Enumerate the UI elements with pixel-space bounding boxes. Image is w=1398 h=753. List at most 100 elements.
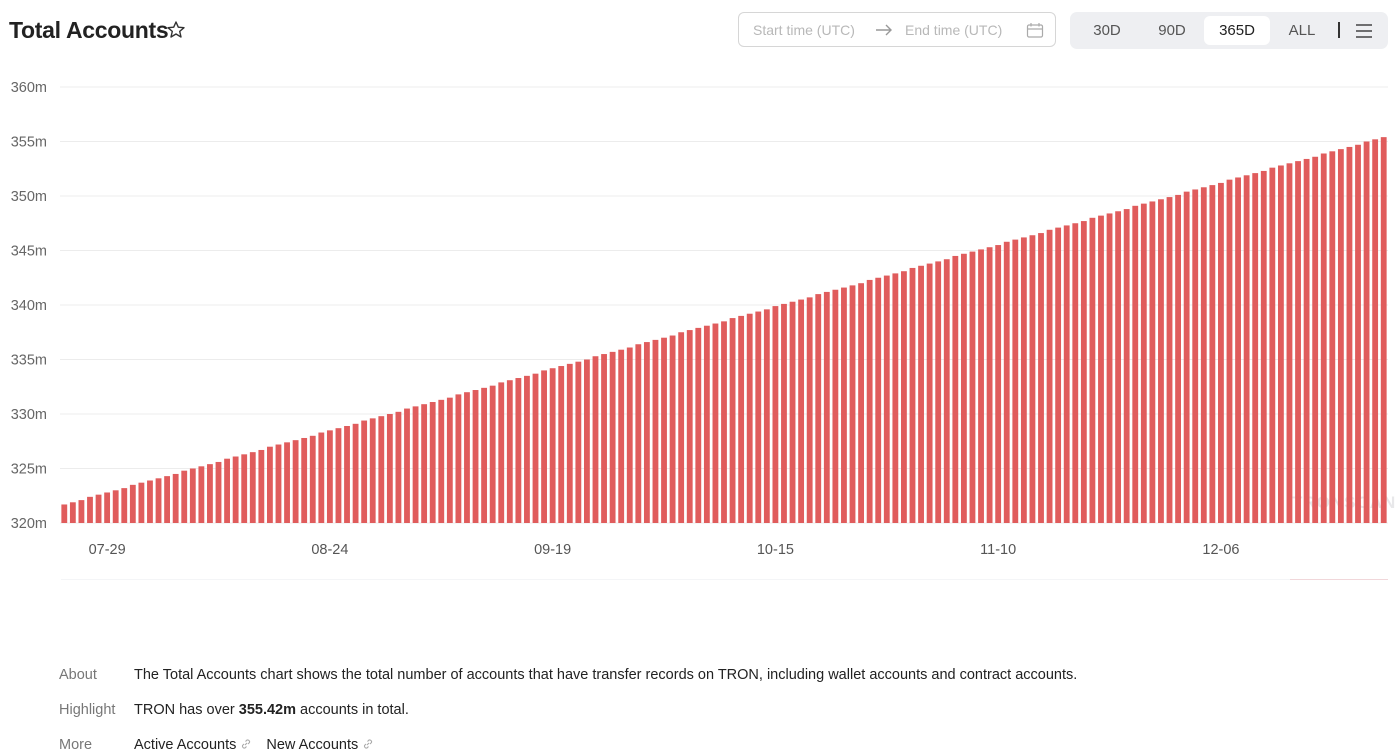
bar — [129, 484, 136, 523]
menu-button[interactable] — [1355, 23, 1373, 39]
range-button[interactable]: 365D — [1204, 16, 1270, 45]
range-button[interactable]: 30D — [1093, 22, 1121, 39]
y-tick-label: 335m — [11, 353, 47, 369]
bar — [1243, 175, 1250, 523]
bar — [1149, 201, 1156, 523]
bar — [995, 245, 1002, 524]
bar — [883, 275, 890, 523]
bar — [181, 470, 188, 523]
range-button[interactable]: 90D — [1158, 22, 1186, 39]
bar — [344, 425, 350, 523]
bar — [464, 392, 470, 523]
bar — [189, 468, 196, 523]
bar — [326, 430, 333, 523]
bar — [309, 435, 316, 523]
about-text: The Total Accounts chart shows the total… — [134, 667, 1078, 683]
bar — [841, 287, 847, 523]
divider — [1338, 22, 1340, 38]
bar — [1140, 203, 1147, 523]
x-tick-label: 09-19 — [534, 542, 571, 558]
bar — [112, 490, 119, 523]
bar — [575, 361, 582, 523]
x-tick-label: 12-06 — [1202, 542, 1239, 558]
bar — [301, 437, 308, 523]
end-time-placeholder[interactable]: End time (UTC) — [905, 22, 1003, 38]
link-icon — [364, 739, 373, 749]
page-title: Total Accounts — [9, 17, 169, 43]
bar — [155, 478, 162, 523]
y-tick-label: 350m — [11, 189, 47, 205]
bar — [172, 473, 179, 523]
bar — [472, 390, 479, 523]
bar — [215, 461, 222, 523]
bar — [232, 456, 239, 523]
range-button[interactable]: ALL — [1288, 22, 1316, 39]
bar — [1123, 209, 1130, 523]
bar — [566, 363, 573, 523]
bar — [1029, 235, 1036, 524]
bar — [1158, 199, 1164, 523]
bar — [626, 347, 633, 523]
bar — [695, 327, 702, 523]
y-tick-label: 355m — [11, 135, 47, 151]
bar — [943, 259, 950, 523]
bar — [549, 368, 556, 523]
bar — [772, 306, 779, 523]
bar — [1192, 189, 1199, 523]
bar — [1175, 194, 1182, 523]
bar — [429, 402, 436, 523]
bar — [686, 330, 693, 523]
bar — [763, 309, 770, 523]
bar — [823, 291, 830, 523]
bar — [1380, 137, 1387, 523]
bar — [147, 480, 153, 523]
x-tick-label: 11-10 — [980, 542, 1016, 558]
bar — [506, 380, 513, 523]
bar — [978, 249, 984, 523]
bar — [198, 466, 205, 523]
start-time-placeholder[interactable]: Start time (UTC) — [753, 22, 855, 38]
bar — [404, 408, 410, 523]
bar — [866, 279, 873, 523]
bar — [446, 397, 453, 523]
slider-selection — [1290, 579, 1388, 580]
favorite-star[interactable] — [166, 20, 186, 40]
bar — [95, 494, 102, 523]
bar — [712, 323, 719, 523]
bar — [138, 482, 145, 523]
bar — [498, 382, 505, 523]
y-tick-label: 345m — [11, 244, 47, 260]
bar — [275, 444, 282, 523]
calendar-icon — [1026, 23, 1044, 38]
bar — [849, 285, 856, 523]
y-tick-label: 360m — [11, 80, 47, 96]
bar — [455, 394, 462, 523]
bar — [1226, 179, 1233, 523]
bar — [789, 301, 796, 523]
bar — [1055, 227, 1062, 524]
date-range-input[interactable]: Start time (UTC) End time (UTC) — [738, 12, 1056, 47]
bar — [609, 351, 616, 523]
bar — [1003, 241, 1010, 523]
bar — [1235, 177, 1241, 523]
bar — [524, 375, 530, 523]
bar — [121, 488, 128, 523]
bar — [378, 416, 385, 523]
bar — [746, 313, 753, 523]
bar — [1269, 167, 1276, 523]
bar — [241, 454, 248, 523]
related-link[interactable]: New Accounts — [266, 737, 374, 753]
bar — [1303, 158, 1310, 523]
related-link[interactable]: Active Accounts — [134, 737, 252, 753]
bar — [1312, 156, 1319, 523]
bar — [1046, 229, 1053, 524]
y-tick-label: 325m — [11, 462, 47, 478]
bar — [266, 446, 273, 523]
bar — [489, 385, 496, 523]
highlight-value: 355.42m — [238, 702, 297, 718]
bar — [669, 335, 676, 523]
bar — [969, 251, 976, 523]
bar — [395, 411, 402, 523]
y-tick-label: 340m — [11, 298, 47, 314]
